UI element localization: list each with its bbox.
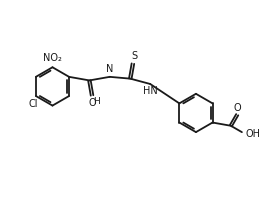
Text: N: N [106, 64, 113, 74]
Text: OH: OH [246, 129, 261, 139]
Text: O: O [233, 103, 241, 113]
Text: HN: HN [143, 86, 158, 96]
Text: NO₂: NO₂ [43, 53, 62, 63]
Text: O: O [88, 98, 96, 108]
Text: Cl: Cl [28, 99, 38, 109]
Text: S: S [132, 51, 138, 61]
Text: H: H [93, 97, 100, 106]
